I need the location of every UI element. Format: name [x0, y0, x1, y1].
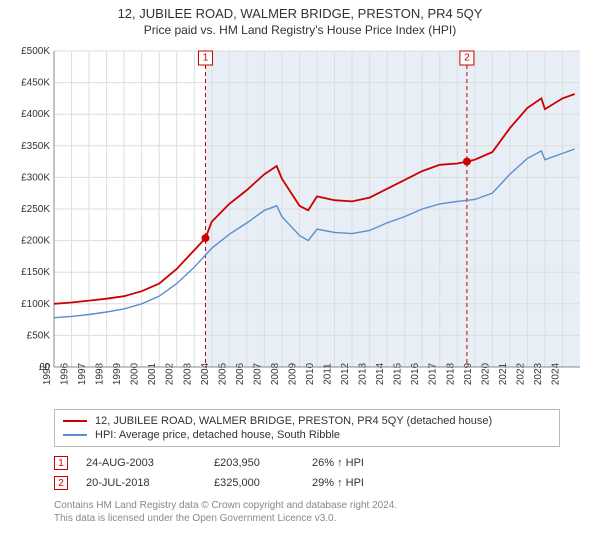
price-chart: £0£50K£100K£150K£200K£250K£300K£350K£400… [10, 43, 590, 403]
svg-text:1998: 1998 [95, 362, 106, 385]
sale-marker-dot [463, 158, 471, 166]
event-pct: 29% ↑ HPI [312, 477, 402, 489]
page-title: 12, JUBILEE ROAD, WALMER BRIDGE, PRESTON… [10, 6, 590, 21]
svg-text:1996: 1996 [60, 362, 71, 385]
svg-text:2024: 2024 [550, 362, 561, 385]
footer-line-2: This data is licensed under the Open Gov… [54, 512, 560, 525]
event-marker-icon: 1 [54, 456, 68, 470]
svg-text:2006: 2006 [235, 362, 246, 385]
event-pct: 26% ↑ HPI [312, 457, 402, 469]
svg-text:£50K: £50K [27, 330, 51, 341]
svg-text:2004: 2004 [200, 362, 211, 385]
svg-text:2002: 2002 [165, 362, 176, 385]
svg-text:£450K: £450K [21, 78, 50, 89]
svg-text:2010: 2010 [305, 362, 316, 385]
chart-svg: £0£50K£100K£150K£200K£250K£300K£350K£400… [10, 43, 590, 403]
event-marker-icon: 2 [54, 476, 68, 490]
event-price: £203,950 [214, 457, 294, 469]
svg-text:2021: 2021 [498, 362, 509, 385]
svg-text:2014: 2014 [375, 362, 386, 385]
event-date: 24-AUG-2003 [86, 457, 196, 469]
svg-text:£350K: £350K [21, 141, 50, 152]
svg-text:2016: 2016 [410, 362, 421, 385]
legend-swatch [63, 420, 87, 422]
svg-text:£200K: £200K [21, 236, 50, 247]
svg-text:2003: 2003 [182, 362, 193, 385]
sale-marker-dot [201, 234, 209, 242]
svg-text:2019: 2019 [463, 362, 474, 385]
svg-text:1: 1 [203, 53, 209, 64]
legend-item: HPI: Average price, detached house, Sout… [63, 428, 551, 442]
legend-label: HPI: Average price, detached house, Sout… [95, 429, 340, 441]
legend: 12, JUBILEE ROAD, WALMER BRIDGE, PRESTON… [54, 409, 560, 447]
svg-text:2005: 2005 [217, 362, 228, 385]
svg-text:2001: 2001 [147, 362, 158, 385]
svg-text:2023: 2023 [533, 362, 544, 385]
event-row: 2 20-JUL-2018 £325,000 29% ↑ HPI [54, 473, 560, 493]
svg-text:2008: 2008 [270, 362, 281, 385]
event-date: 20-JUL-2018 [86, 477, 196, 489]
svg-text:1999: 1999 [112, 362, 123, 385]
svg-text:2012: 2012 [340, 362, 351, 385]
svg-text:1997: 1997 [77, 362, 88, 385]
svg-text:2007: 2007 [252, 362, 263, 385]
svg-text:£250K: £250K [21, 204, 50, 215]
legend-label: 12, JUBILEE ROAD, WALMER BRIDGE, PRESTON… [95, 415, 492, 427]
svg-text:2020: 2020 [480, 362, 491, 385]
footer: Contains HM Land Registry data © Crown c… [54, 499, 560, 525]
sale-events: 1 24-AUG-2003 £203,950 26% ↑ HPI 2 20-JUL-201… [54, 453, 560, 493]
svg-text:2022: 2022 [515, 362, 526, 385]
event-row: 1 24-AUG-2003 £203,950 26% ↑ HPI [54, 453, 560, 473]
page-subtitle: Price paid vs. HM Land Registry's House … [10, 23, 590, 37]
svg-text:2000: 2000 [130, 362, 141, 385]
event-price: £325,000 [214, 477, 294, 489]
svg-text:£150K: £150K [21, 267, 50, 278]
svg-text:2018: 2018 [445, 362, 456, 385]
svg-text:£100K: £100K [21, 299, 50, 310]
svg-text:£400K: £400K [21, 109, 50, 120]
svg-text:2013: 2013 [358, 362, 369, 385]
svg-text:£300K: £300K [21, 172, 50, 183]
svg-text:£500K: £500K [21, 46, 50, 57]
svg-text:2017: 2017 [428, 362, 439, 385]
legend-item: 12, JUBILEE ROAD, WALMER BRIDGE, PRESTON… [63, 414, 551, 428]
svg-text:2009: 2009 [287, 362, 298, 385]
svg-text:2011: 2011 [323, 363, 334, 385]
footer-line-1: Contains HM Land Registry data © Crown c… [54, 499, 560, 512]
svg-text:2: 2 [464, 53, 470, 64]
svg-text:1995: 1995 [42, 362, 53, 385]
svg-text:2015: 2015 [393, 362, 404, 385]
legend-swatch [63, 434, 87, 436]
